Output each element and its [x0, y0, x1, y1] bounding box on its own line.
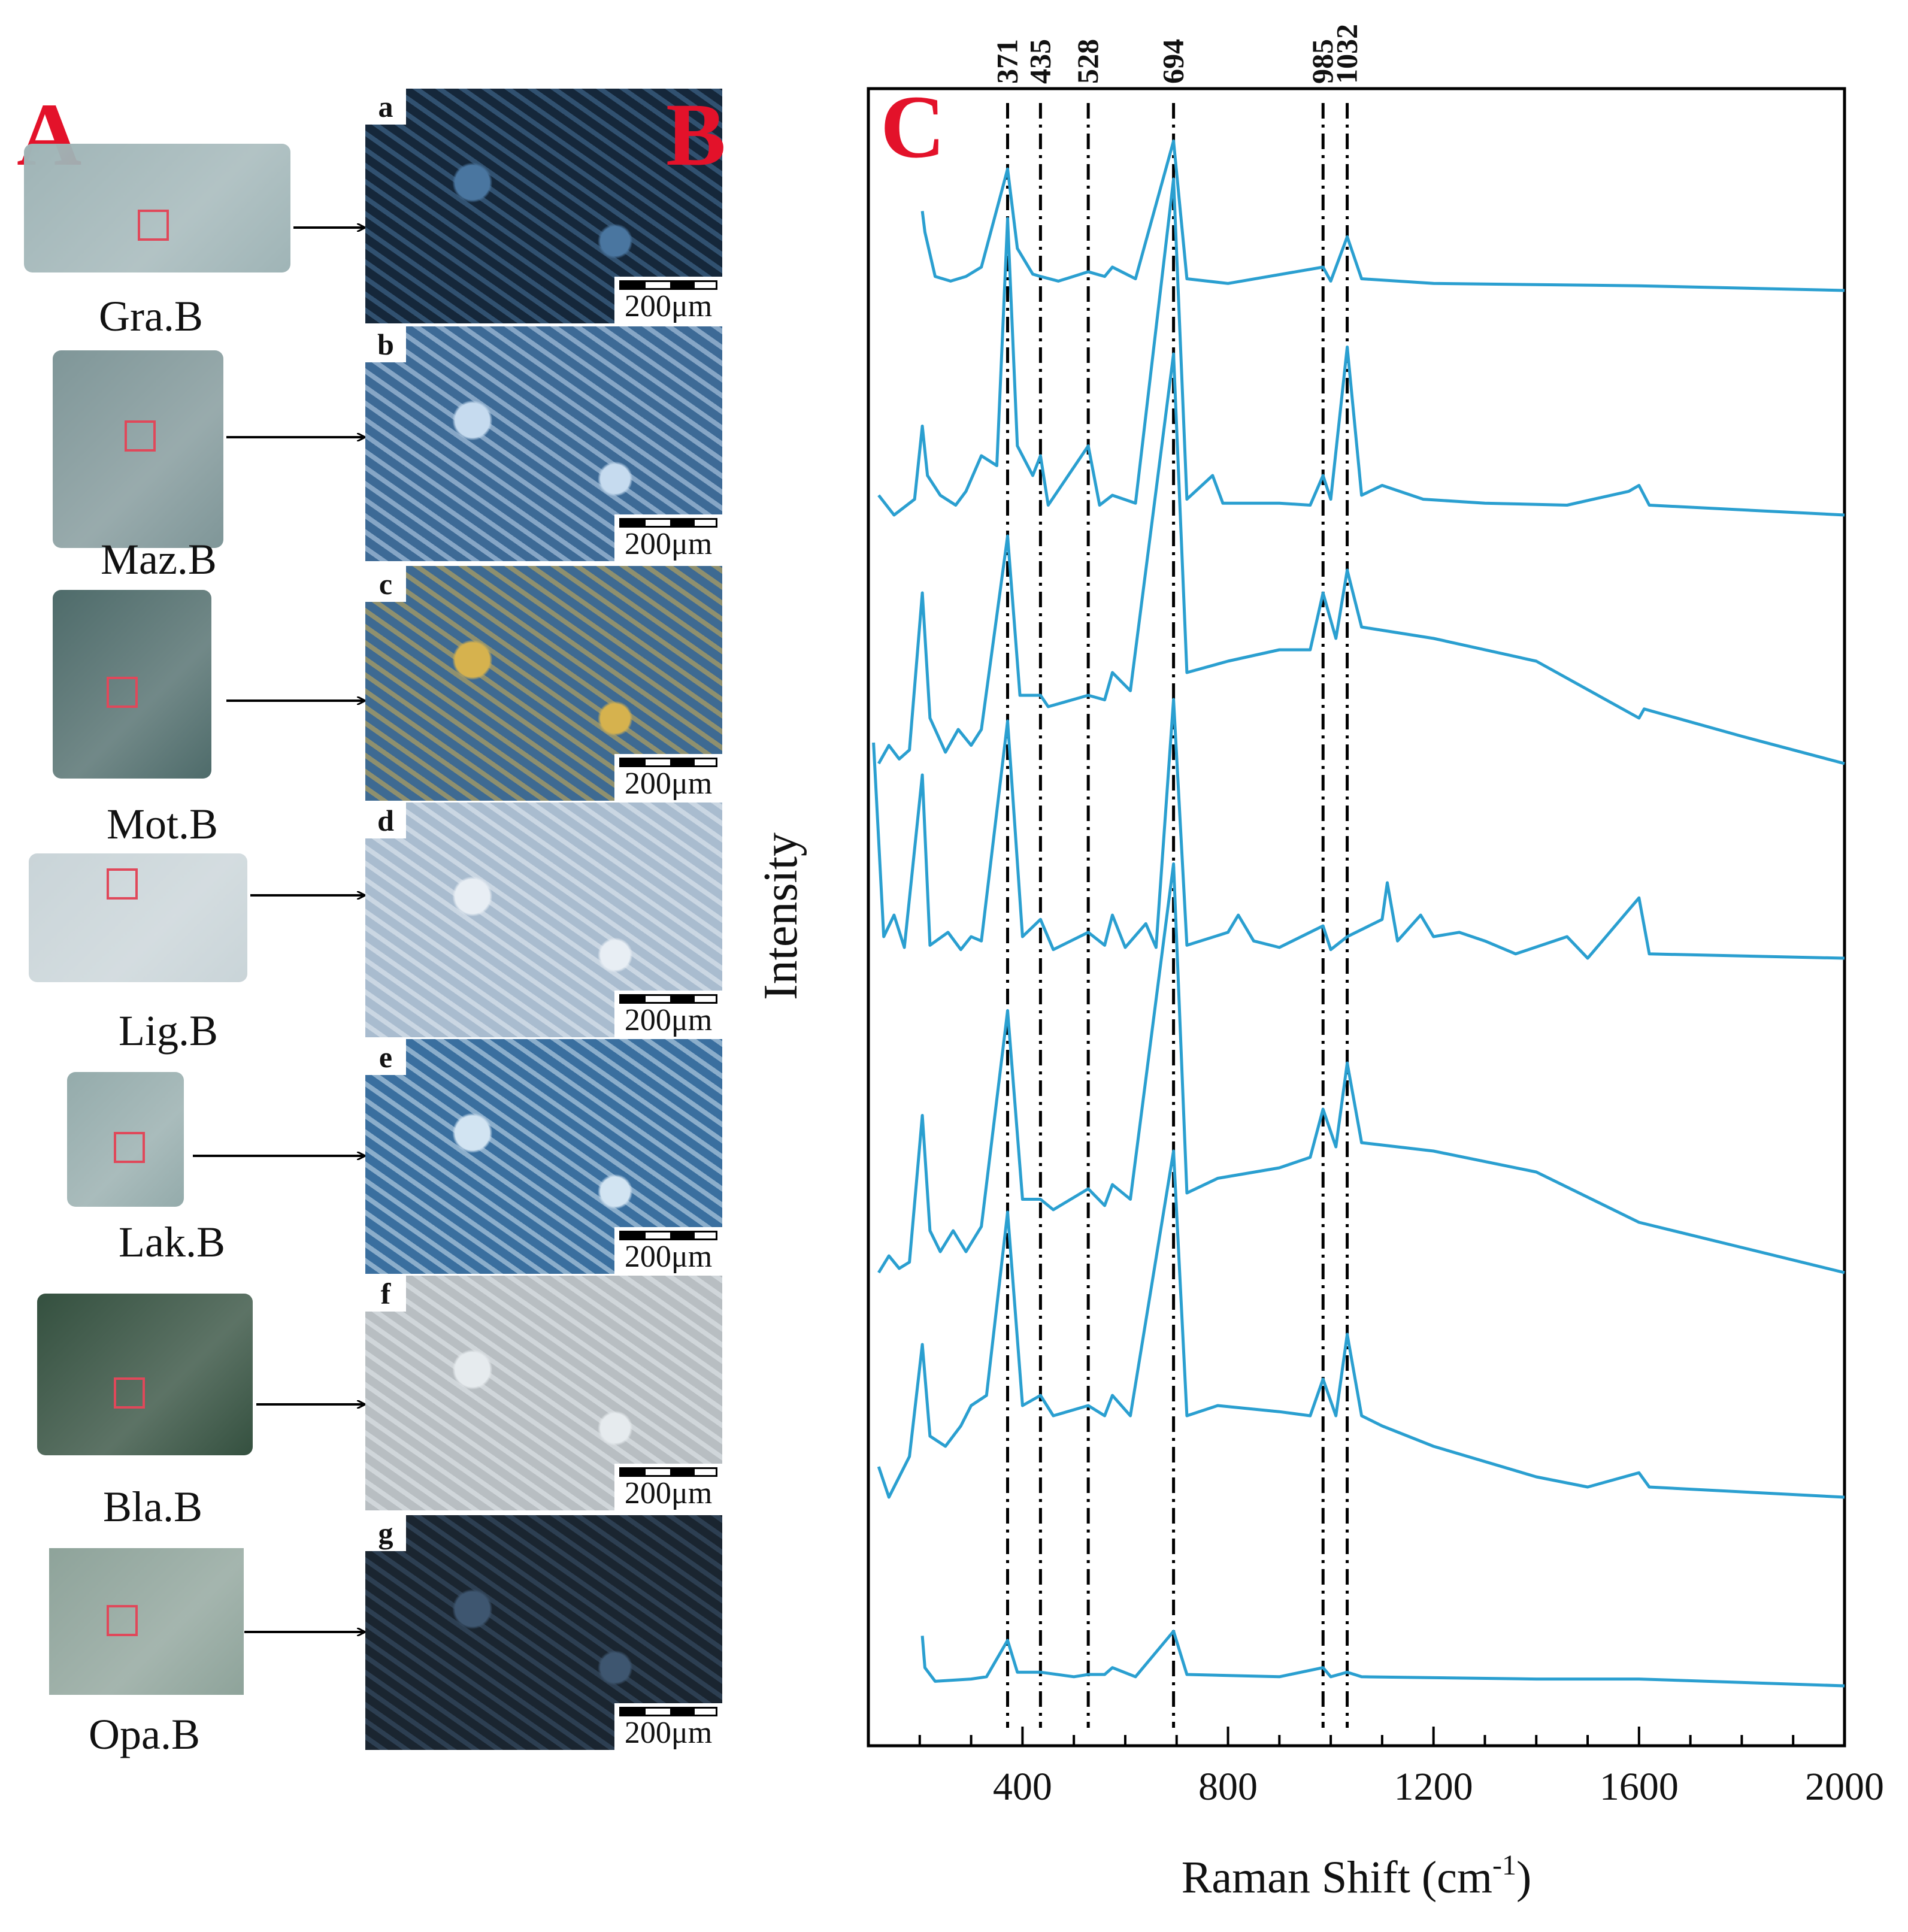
scale-bar-label: 200μm [624, 1716, 713, 1750]
sample-label-bla-b: Bla.B [103, 1483, 203, 1531]
x-tick-label: 2000 [1805, 1765, 1884, 1809]
scale-bar-label: 200μm [624, 1476, 713, 1510]
x-tick-label: 1600 [1600, 1765, 1679, 1809]
spectrum-line-3 [877, 352, 1845, 765]
sample-gra-b [24, 144, 290, 272]
x-axis-label-end: ) [1516, 1852, 1531, 1903]
micrograph-letter: c [365, 566, 406, 602]
micrograph-letter: b [365, 326, 406, 362]
spectrum-line-2 [877, 177, 1845, 517]
sample-label-opa-b: Opa.B [89, 1710, 200, 1758]
micrograph-g: g 200μm [365, 1515, 722, 1750]
scale-bar-label: 200μm [624, 289, 713, 323]
sample-label-maz-b: Maz.B [101, 535, 217, 583]
x-tick-label: 1200 [1394, 1765, 1473, 1809]
scale-bar: 200μm [614, 514, 722, 561]
scale-bar: 200μm [614, 754, 722, 801]
scale-bar: 200μm [614, 1703, 722, 1750]
sample-roi-box [114, 1377, 145, 1409]
scale-bar-graphic [619, 518, 717, 528]
sample-label-lak-b: Lak.B [119, 1218, 225, 1266]
spectrum-line-6 [877, 1149, 1845, 1499]
panel-c-letter: C [880, 77, 945, 177]
scale-bar: 200μm [614, 1464, 722, 1510]
scale-bar: 200μm [614, 1227, 722, 1274]
sample-bla-b [37, 1294, 253, 1455]
sample-mot-b [53, 590, 211, 779]
scale-bar-label: 200μm [624, 527, 713, 561]
sample-roi-box [138, 210, 169, 241]
micrograph-letter: g [365, 1515, 406, 1551]
x-axis-label-sup: -1 [1492, 1849, 1516, 1881]
spectrum-line-7 [920, 1630, 1845, 1688]
scale-bar: 200μm [614, 991, 722, 1037]
spectrum-line-4 [872, 698, 1845, 960]
micrograph-c: c 200μm [365, 566, 722, 801]
panel-b-letter: B [666, 85, 726, 184]
sample-roi-box [114, 1132, 145, 1163]
reference-label-371: 371 [990, 39, 1023, 84]
sample-lig-b [29, 853, 247, 982]
reference-label-435: 435 [1023, 39, 1056, 84]
scale-bar: 200μm [614, 277, 722, 323]
y-axis-label: Intensity [755, 832, 807, 1000]
scale-bar-label: 200μm [624, 1240, 713, 1274]
micrograph-letter: f [365, 1276, 406, 1312]
sample-roi-box [107, 868, 138, 900]
micrograph-letter: d [365, 803, 406, 838]
scale-bar-label: 200μm [624, 1003, 713, 1037]
scale-bar-graphic [619, 280, 717, 290]
sample-lak-b [67, 1072, 184, 1207]
scale-bar-graphic [619, 1231, 717, 1240]
scale-bar-graphic [619, 1467, 717, 1477]
spectrum-line-5 [877, 862, 1845, 1274]
sample-label-mot-b: Mot.B [107, 800, 219, 848]
x-tick-label: 400 [993, 1765, 1052, 1809]
scale-bar-graphic [619, 994, 717, 1004]
scale-bar-graphic [619, 758, 717, 767]
plot-frame [867, 87, 1846, 1748]
sample-roi-box [125, 420, 156, 452]
reference-label-528: 528 [1071, 39, 1104, 84]
arrows-layer [193, 0, 371, 1932]
reference-label-1032: 1032 [1330, 24, 1364, 84]
reference-label-694: 694 [1156, 39, 1190, 84]
sample-label-gra-b: Gra.B [99, 292, 203, 340]
sample-roi-box [107, 1605, 138, 1636]
sample-label-lig-b: Lig.B [119, 1007, 219, 1055]
micrograph-a: a 200μm [365, 89, 722, 323]
scale-bar-graphic [619, 1707, 717, 1716]
micrograph-letter: e [365, 1039, 406, 1075]
micrograph-d: d 200μm [365, 803, 722, 1037]
micrograph-e: e 200μm [365, 1039, 722, 1274]
spectrum-line-1 [920, 139, 1845, 292]
micrograph-f: f 200μm [365, 1276, 722, 1510]
sample-roi-box [107, 677, 138, 708]
micrograph-b: b 200μm [365, 326, 722, 561]
x-axis-label: Raman Shift (cm-1) [1182, 1849, 1532, 1903]
x-axis-label-main: Raman Shift (cm [1182, 1852, 1492, 1903]
scale-bar-label: 200μm [624, 767, 713, 801]
micrograph-letter: a [365, 89, 406, 125]
x-tick-label: 800 [1198, 1765, 1258, 1809]
reference-label-985: 985 [1306, 39, 1339, 84]
sample-opa-b [49, 1548, 244, 1695]
